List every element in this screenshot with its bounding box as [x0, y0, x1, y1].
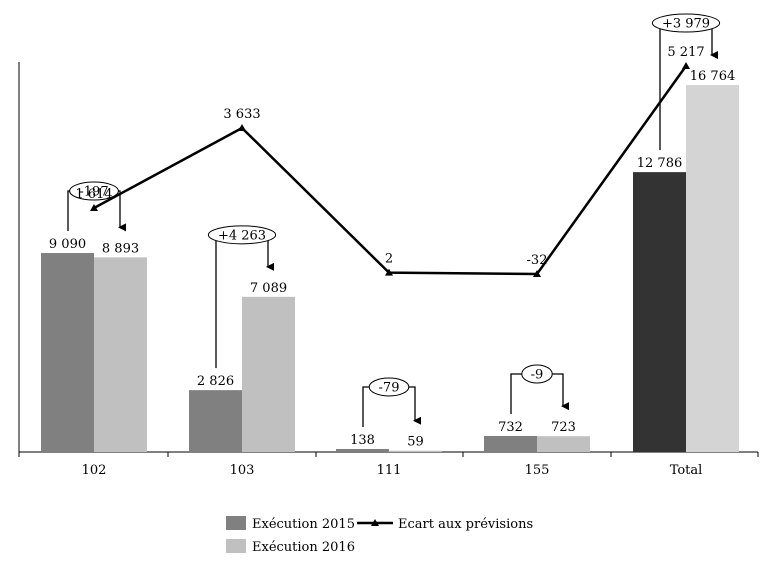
variance-line	[93, 65, 688, 276]
variance-label: +4 263	[218, 228, 266, 243]
bar-2015	[41, 253, 94, 452]
bar-2016	[242, 296, 295, 452]
line-value-label: -32	[527, 253, 548, 268]
bar-2016	[389, 450, 442, 452]
bar-label-2015: 138	[350, 433, 375, 448]
line-value-label: 5 217	[667, 45, 704, 60]
variance-label: -9	[531, 367, 544, 382]
x-tick-label: 102	[82, 463, 107, 478]
variance-ellipse	[69, 181, 119, 201]
bar-label-2015: 9 090	[49, 237, 86, 252]
line-value-label: 2	[385, 252, 393, 267]
legend-label-2016: Exécution 2016	[252, 540, 355, 555]
bar-label-2016: 59	[407, 435, 424, 450]
bar-2015	[484, 435, 537, 452]
bar-label-2016: 16 764	[690, 69, 736, 84]
legend-swatch-2015	[226, 516, 246, 530]
variance-line-series: 1 614 3 633 2 -32 5 217	[75, 45, 705, 277]
bar-2016	[94, 257, 147, 452]
variance-ellipse	[207, 225, 277, 245]
bar-label-2016: 7 089	[250, 281, 287, 296]
line-value-label: 3 633	[223, 107, 260, 122]
x-tick-label: Total	[670, 463, 703, 478]
legend: Exécution 2015 Exécution 2016 Ecart aux pr…	[226, 516, 533, 555]
variance-ellipse	[521, 364, 553, 384]
bar-2015	[189, 390, 242, 452]
variance-ellipse	[651, 13, 721, 33]
x-tick-labels: 102 103 111 155 Total	[82, 463, 703, 478]
x-tick-label: 111	[377, 463, 402, 478]
bar-label-2016: 723	[551, 420, 576, 435]
bar-label-2015: 732	[498, 420, 523, 435]
variance-label: +3 979	[662, 17, 710, 32]
bar-2015	[633, 172, 686, 452]
variance-ellipse	[368, 377, 410, 397]
bar-label-2015: 2 826	[197, 374, 234, 389]
line-marker	[90, 204, 98, 211]
line-marker	[682, 62, 690, 69]
legend-label-2015: Exécution 2015	[252, 517, 355, 532]
legend-label-line: Ecart aux prévisions	[398, 517, 533, 532]
x-tick-label: 103	[230, 463, 255, 478]
bar-2016	[537, 436, 590, 452]
line-value-label: 1 614	[75, 187, 112, 202]
line-marker	[385, 268, 393, 276]
bar-series: 9 090 8 893 2 826 7 089 138 59 732 723 12 786 16 …	[41, 69, 739, 453]
bar-2015	[336, 448, 389, 452]
variance-label: -79	[379, 380, 400, 395]
line-marker	[238, 124, 246, 131]
line-marker	[533, 270, 541, 277]
bar-label-2015: 12 786	[637, 156, 683, 171]
x-tick-label: 155	[525, 463, 550, 478]
variance-label: -197	[79, 185, 108, 200]
legend-swatch-2016	[226, 539, 246, 553]
variance-annotations: -197 +4 263 -79 -9 +3 979	[67, 13, 721, 427]
bar-2016	[686, 85, 739, 453]
legend-line-marker	[371, 519, 379, 526]
bar-label-2016: 8 893	[102, 241, 139, 256]
